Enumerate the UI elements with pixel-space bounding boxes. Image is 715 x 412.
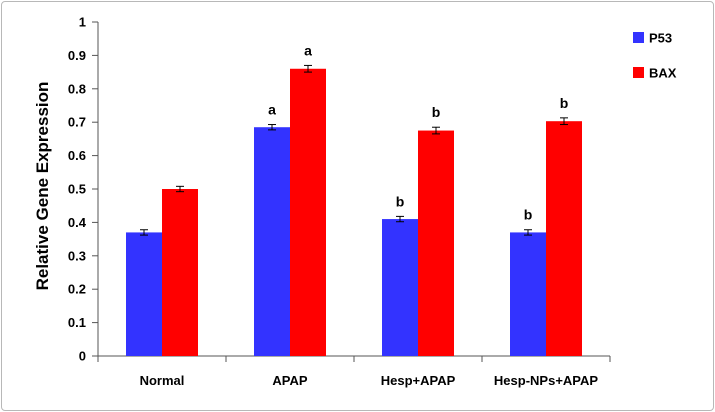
significance-label: b [396,193,405,209]
y-tick-label: 0.7 [68,115,86,130]
bar-p53 [510,232,546,356]
legend-label: P53 [649,31,672,46]
bar-p53 [254,127,290,357]
y-axis: 0 0.1 0.2 0.3 0.4 0.5 0.6 0.7 0.8 0.9 1 [68,15,99,364]
bar-p53 [126,232,162,356]
significance-label: a [304,42,312,58]
y-tick-label: 0.4 [68,215,87,230]
significance-label: a [268,102,276,118]
x-tick-label: APAP [272,373,307,388]
legend-label: BAX [649,66,677,81]
y-tick-label: 0.3 [68,248,86,263]
y-tick-label: 0.5 [68,182,86,197]
significance-label: b [524,207,533,223]
y-tick-label: 0.9 [68,48,86,63]
y-tick-label: 0.1 [68,315,86,330]
significance-label: b [560,95,569,111]
bar-bax [418,130,454,356]
bar-bax [162,189,198,356]
x-tick-label: Hesp+APAP [381,373,456,388]
y-tick-label: 0 [79,349,86,364]
y-tick-label: 0.6 [68,148,86,163]
x-axis: Normal APAP Hesp+APAP Hesp-NPs+APAP [97,355,611,388]
legend-swatch-p53 [633,32,644,43]
legend: P53 BAX [633,31,677,81]
legend-swatch-bax [633,67,644,78]
y-axis-title: Relative Gene Expression [33,82,52,291]
bar-bax [546,121,582,356]
bar-p53 [382,219,418,356]
y-tick-label: 0.8 [68,81,86,96]
bars: a b b a b b [126,42,582,357]
x-tick-label: Normal [140,373,185,388]
bar-bax [290,68,326,356]
significance-label: b [432,104,441,120]
y-tick-label: 1 [79,15,86,30]
x-tick-label: Hesp-NPs+APAP [494,373,598,388]
y-tick-label: 0.2 [68,282,86,297]
